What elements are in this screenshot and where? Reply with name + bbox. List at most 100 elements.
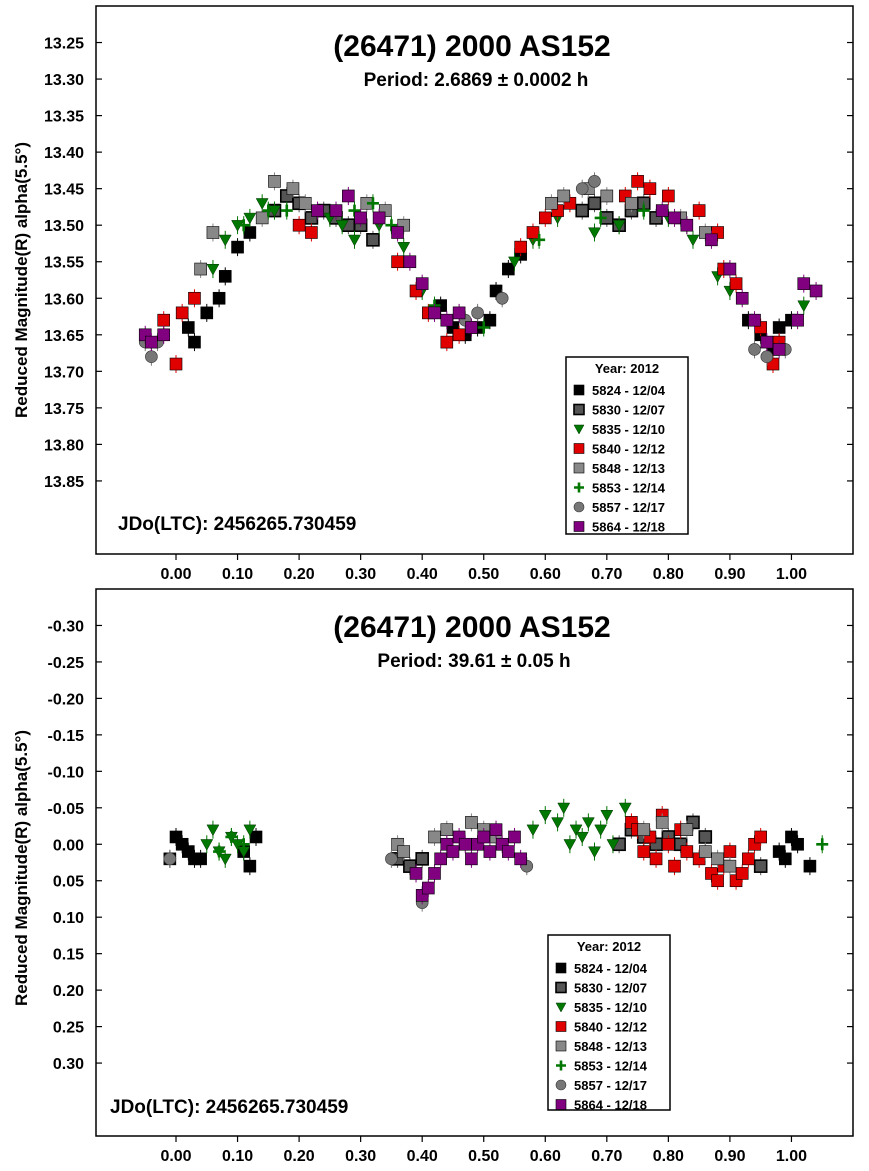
data-point [458, 837, 472, 851]
data-point [588, 227, 601, 240]
data-point [514, 852, 527, 866]
y-tick-label: 0.25 [53, 1020, 84, 1037]
data-point [409, 867, 423, 880]
y-tick-label: 0.20 [53, 983, 84, 1000]
data-point [452, 328, 466, 342]
data-point [206, 263, 220, 276]
data-point [415, 277, 429, 290]
data-point [218, 853, 232, 866]
y-tick-label: 13.30 [44, 72, 84, 89]
data-point [169, 357, 183, 371]
data-point [329, 204, 343, 217]
data-point [298, 196, 312, 210]
plot-frame [95, 588, 854, 1137]
data-point [385, 852, 398, 866]
data-point [508, 830, 521, 844]
legend-marker [556, 1060, 566, 1071]
data-point [213, 845, 226, 858]
lightcurve-panel-bottom: (26471) 2000 AS152 Period: 39.61 ± 0.05 … [0, 585, 869, 1171]
data-point [243, 824, 257, 837]
x-tick-label: 0.00 [160, 566, 191, 580]
jd-annotation: JDo(LTC): 2456265.730459 [118, 514, 356, 535]
series-5853-12-14 [237, 194, 693, 337]
y-tick-label: 13.60 [44, 291, 84, 308]
lightcurve-panel-top: (26471) 2000 AS152 Period: 2.6869 ± 0.00… [0, 0, 869, 580]
data-point [760, 335, 774, 349]
data-point [612, 220, 626, 232]
y-tick-label: -0.10 [48, 764, 85, 781]
data-point [538, 810, 552, 822]
legend-marker [573, 403, 585, 416]
data-point [729, 277, 743, 290]
data-point [483, 313, 497, 327]
data-point [649, 852, 663, 866]
data-point [206, 226, 220, 239]
data-point [243, 226, 257, 239]
legend-label: 5835 - 12/10 [574, 1000, 647, 1015]
y-tick-label: -0.15 [48, 728, 85, 745]
data-point [495, 291, 509, 305]
y-tick-label: 13.40 [44, 145, 84, 162]
data-point [477, 321, 490, 334]
data-point [489, 823, 503, 836]
data-point [428, 306, 441, 320]
legend-marker [573, 501, 585, 513]
y-tick-label: 13.80 [44, 437, 84, 454]
data-point [175, 306, 189, 320]
data-point [637, 823, 651, 836]
data-point [348, 234, 361, 247]
legend-label: 5864 - 12/18 [574, 1098, 647, 1113]
y-tick-label: 13.25 [44, 36, 84, 53]
data-point [557, 189, 571, 203]
data-point [237, 838, 250, 851]
series-5840-12-12 [157, 172, 786, 374]
y-tick-label: -0.25 [48, 655, 85, 672]
data-point [748, 313, 761, 327]
data-point [452, 306, 466, 320]
data-point [698, 845, 712, 858]
data-point [680, 845, 694, 858]
x-tick-label: 0.20 [284, 1148, 315, 1165]
data-point [440, 335, 454, 349]
x-tick-label: 0.80 [653, 1148, 684, 1165]
data-point [249, 830, 263, 844]
plot-frame [95, 5, 854, 555]
data-point [526, 226, 540, 239]
data-point [637, 204, 650, 217]
legend-label: 5857 - 12/17 [592, 500, 665, 515]
data-point [342, 189, 355, 203]
data-point [218, 234, 232, 247]
legend-marker [573, 384, 585, 396]
y-tick-label: 0.00 [53, 837, 84, 854]
data-point [545, 196, 558, 210]
data-point [655, 816, 669, 829]
data-point [391, 255, 404, 269]
data-point [588, 846, 601, 859]
legend-marker [555, 1040, 567, 1052]
data-point [668, 211, 681, 225]
y-tick-label: 0.30 [53, 1056, 84, 1073]
y-tick-label: 13.35 [44, 109, 84, 126]
data-point [440, 823, 454, 836]
data-point [335, 220, 349, 232]
x-tick-label: 0.60 [530, 1148, 561, 1165]
data-point [680, 823, 694, 836]
data-point [366, 233, 380, 247]
data-point [428, 830, 441, 844]
data-point [465, 852, 478, 866]
x-tick-label: 0.30 [345, 1148, 376, 1165]
x-tick-label: 0.70 [591, 566, 622, 580]
data-point [575, 831, 589, 844]
legend-label: 5830 - 12/07 [574, 981, 647, 996]
y-tick-label: 13.85 [44, 474, 84, 491]
legend-marker [555, 962, 567, 974]
data-point [581, 817, 595, 829]
x-tick-label: 0.90 [714, 566, 745, 580]
data-point [711, 874, 724, 888]
y-tick-label: -0.05 [48, 801, 85, 818]
series-5864-12-18 [409, 820, 527, 905]
y-tick-label: 0.15 [53, 947, 84, 964]
data-point [225, 830, 238, 843]
data-point [145, 350, 158, 364]
data-point [465, 816, 478, 829]
